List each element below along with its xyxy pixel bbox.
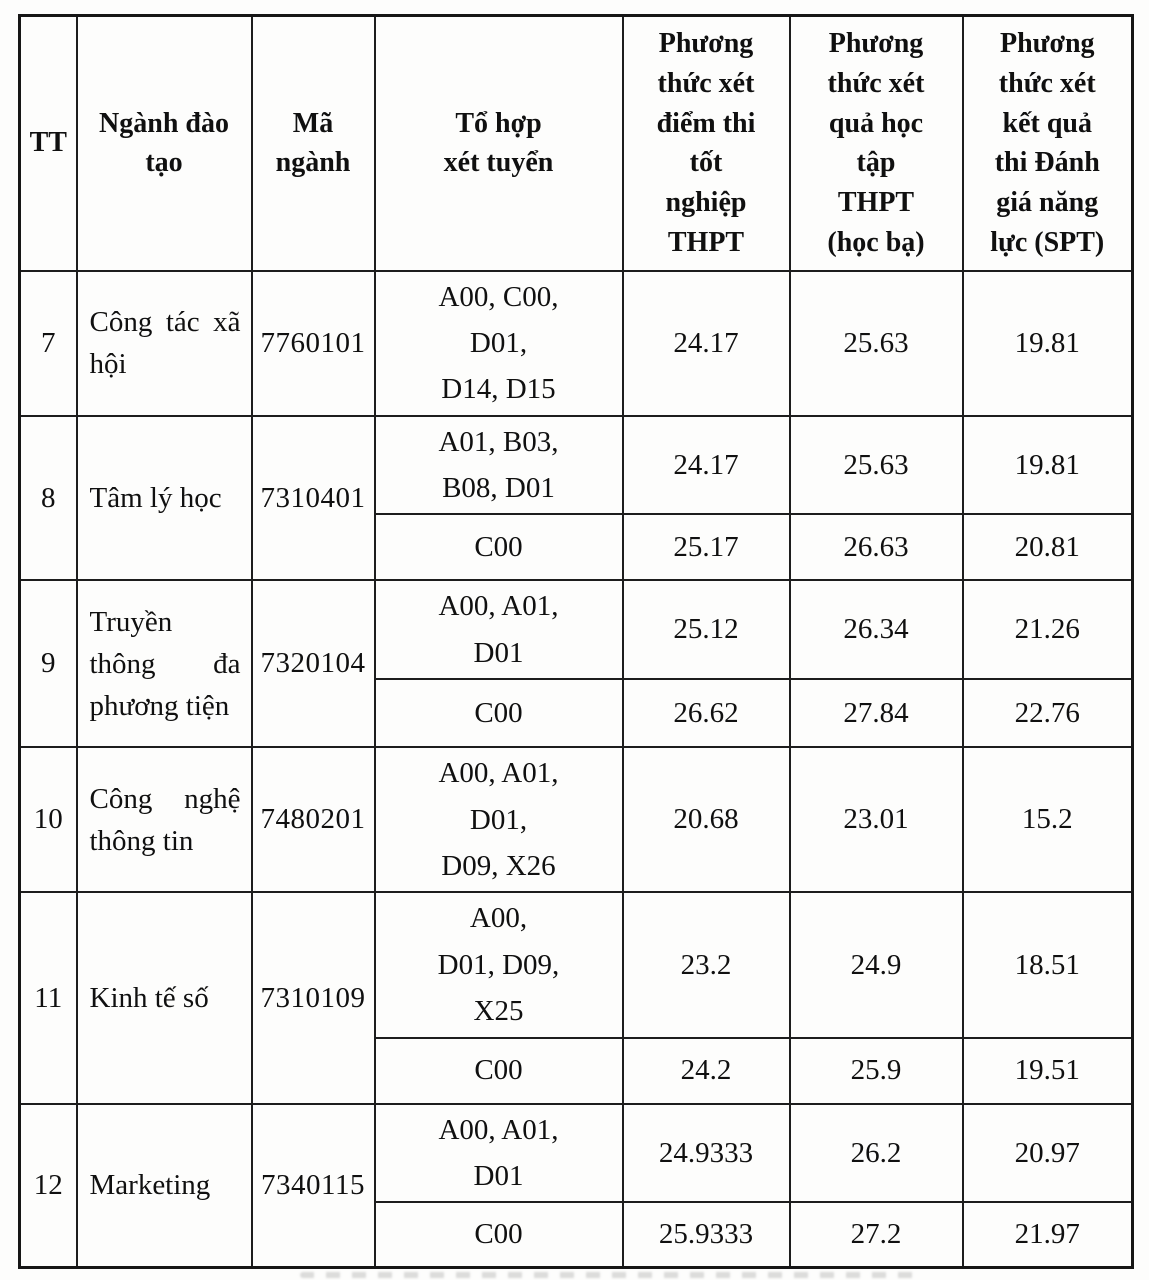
cell-tt: 8 (18, 414, 78, 582)
cell-combo: C00 (373, 1201, 624, 1269)
cell-code: 7760101 (250, 269, 376, 417)
cell-score-hocba: 24.9 (788, 891, 964, 1039)
cell-score-thpt: 25.12 (621, 579, 791, 681)
cell-score-spt: 20.81 (961, 513, 1134, 582)
cell-score-thpt: 26.62 (621, 678, 791, 749)
table-row: 10 Công nghệ thông tin 7480201 A00, A01,… (18, 746, 1134, 894)
cell-combo: A00, A01, D01, D09, X26 (373, 746, 624, 894)
cell-score-spt: 21.97 (961, 1201, 1134, 1269)
cell-score-hocba: 25.63 (788, 414, 964, 516)
header-row: TT Ngành đào tạo Mã ngành Tổ hợp xét tuy… (18, 14, 1134, 272)
cell-major: Tâm lý học (75, 414, 253, 582)
cell-score-thpt: 20.68 (621, 746, 791, 894)
table-subrow: C00 25.17 26.63 20.81 (20, 513, 1134, 582)
cell-score-spt: 19.81 (961, 414, 1134, 516)
cell-major: Công nghệ thông tin (75, 746, 253, 894)
cell-score-hocba: 26.34 (788, 579, 964, 681)
table-subrow: C00 24.2 25.9 19.51 (20, 1036, 1134, 1105)
cell-tt: 10 (18, 746, 78, 894)
cell-score-spt: 19.81 (961, 269, 1134, 417)
cell-major: Marketing (75, 1102, 253, 1269)
table-subrow: C00 26.62 27.84 22.76 (20, 678, 1134, 749)
cell-score-thpt: 24.9333 (621, 1102, 791, 1204)
cell-score-hocba: 23.01 (788, 746, 964, 894)
col-header-combo: Tổ hợp xét tuyển (373, 14, 624, 272)
cell-score-spt: 22.76 (961, 678, 1134, 749)
table-row: 8 Tâm lý học 7310401 A01, B03, B08, D01 … (18, 414, 1134, 582)
col-header-code: Mã ngành (250, 14, 376, 272)
cell-score-thpt: 24.17 (621, 269, 791, 417)
cell-code: 7310109 (250, 891, 376, 1105)
col-header-major: Ngành đào tạo (75, 14, 253, 272)
cell-major: Kinh tế số (75, 891, 253, 1105)
scan-artifact (300, 1272, 920, 1278)
cell-major: Truyền thông đa phương tiện (75, 579, 253, 749)
cell-combo: A00, A01, D01 (373, 1102, 624, 1204)
cell-code: 7320104 (250, 579, 376, 749)
cell-score-spt: 15.2 (961, 746, 1134, 894)
col-header-score-spt: Phương thức xét kết quả thi Đánh giá năn… (961, 14, 1134, 272)
cell-tt: 9 (18, 579, 78, 749)
cell-score-thpt: 24.17 (621, 414, 791, 516)
cell-score-thpt: 24.2 (621, 1036, 791, 1105)
cell-score-hocba: 26.2 (788, 1102, 964, 1204)
cell-tt: 12 (18, 1102, 78, 1269)
col-header-tt: TT (18, 14, 78, 272)
cell-score-spt: 21.26 (961, 579, 1134, 681)
cell-score-spt: 19.51 (961, 1036, 1134, 1105)
cell-code: 7340115 (250, 1102, 376, 1269)
table-row: 7 Công tác xã hội 7760101 A00, C00, D01,… (18, 269, 1134, 417)
cell-combo: A00, A01, D01 (373, 579, 624, 681)
cell-code: 7310401 (250, 414, 376, 582)
cell-score-spt: 18.51 (961, 891, 1134, 1039)
admission-scores-table: TT Ngành đào tạo Mã ngành Tổ hợp xét tuy… (18, 14, 1134, 1269)
cell-combo: C00 (373, 678, 624, 749)
table-row: 12 Marketing 7340115 A00, A01, D01 24.93… (18, 1102, 1134, 1269)
table-row: 11 Kinh tế số 7310109 A00, D01, D09, X25… (18, 891, 1134, 1105)
cell-score-hocba: 25.9 (788, 1036, 964, 1105)
cell-tt: 7 (18, 269, 78, 417)
cell-score-hocba: 27.84 (788, 678, 964, 749)
cell-score-thpt: 25.9333 (621, 1201, 791, 1269)
cell-score-thpt: 23.2 (621, 891, 791, 1039)
cell-combo: A00, C00, D01, D14, D15 (373, 269, 624, 417)
cell-score-thpt: 25.17 (621, 513, 791, 582)
cell-combo: A00, D01, D09, X25 (373, 891, 624, 1039)
table-subrow: C00 25.9333 27.2 21.97 (20, 1201, 1134, 1269)
cell-tt: 11 (18, 891, 78, 1105)
cell-combo: C00 (373, 513, 624, 582)
table-row: 9 Truyền thông đa phương tiện 7320104 A0… (18, 579, 1134, 749)
col-header-score-hocba: Phương thức xét quả học tập THPT (học bạ… (788, 14, 964, 272)
cell-score-spt: 20.97 (961, 1102, 1134, 1204)
cell-combo: C00 (373, 1036, 624, 1105)
cell-score-hocba: 27.2 (788, 1201, 964, 1269)
col-header-score-thpt: Phương thức xét điểm thi tốt nghiệp THPT (621, 14, 791, 272)
cell-combo: A01, B03, B08, D01 (373, 414, 624, 516)
cell-score-hocba: 25.63 (788, 269, 964, 417)
cell-major: Công tác xã hội (75, 269, 253, 417)
cell-code: 7480201 (250, 746, 376, 894)
cell-score-hocba: 26.63 (788, 513, 964, 582)
